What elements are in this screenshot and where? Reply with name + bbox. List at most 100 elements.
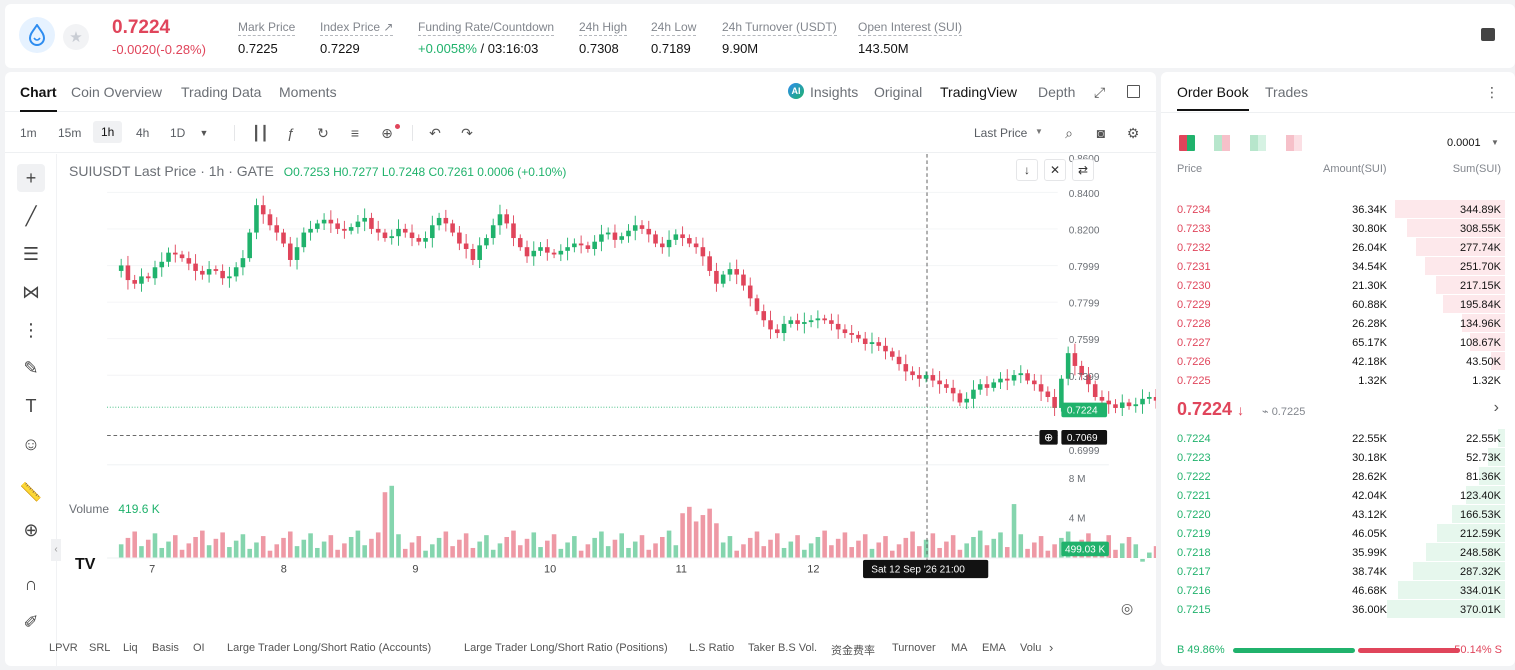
ask-row[interactable]: 0.7226 42.18K 43.50K [1161, 352, 1515, 371]
tab-original[interactable]: Original [874, 84, 923, 100]
view-both-icon[interactable] [1179, 135, 1195, 151]
indicator-item[interactable]: Turnover [892, 642, 936, 654]
favorite-star-icon[interactable]: ★ [63, 24, 89, 50]
emoji-tool-icon[interactable]: ☺ [21, 434, 41, 454]
bid-row[interactable]: 0.7220 43.12K 166.53K [1161, 505, 1515, 524]
tab-order-book[interactable]: Order Book [1177, 84, 1249, 111]
candle-body [375, 228, 381, 233]
bid-row[interactable]: 0.7217 38.74K 287.32K [1161, 562, 1515, 581]
timeframe-1m[interactable]: 1m [20, 126, 37, 140]
precision-select[interactable]: 0.0001 [1447, 137, 1481, 149]
ask-row[interactable]: 0.7233 30.80K 308.55K [1161, 219, 1515, 238]
indicator-item[interactable]: SRL [89, 642, 111, 654]
brush-tool-icon[interactable]: ✎ [23, 358, 39, 378]
indicator-item[interactable]: EMA [982, 642, 1006, 654]
ask-row[interactable]: 0.7225 1.32K 1.32K [1161, 371, 1515, 390]
tab-trading-data[interactable]: Trading Data [181, 84, 262, 100]
price-type-chevron-icon[interactable]: ▼ [1035, 127, 1043, 136]
view-asks-icon[interactable] [1250, 135, 1266, 151]
bid-row[interactable]: 0.7223 30.18K 52.73K [1161, 448, 1515, 467]
tab-tradingview[interactable]: TradingView [940, 84, 1018, 100]
drawing-lock-tool-icon[interactable]: ✐ [23, 612, 39, 632]
indicator-item[interactable]: Basis [152, 642, 179, 654]
chevron-right-icon[interactable]: › [1493, 399, 1499, 416]
template-icon[interactable]: ≡ [350, 125, 360, 141]
ask-row[interactable]: 0.7227 65.17K 108.67K [1161, 333, 1515, 352]
precision-chevron-icon[interactable]: ▼ [1491, 138, 1499, 147]
indicator-item[interactable]: Taker B.S Vol. [748, 642, 818, 654]
stat-index-price[interactable]: Index Price ↗ 0.7229 [320, 18, 394, 56]
zoom-tool-icon[interactable]: ⊕ [23, 520, 39, 540]
tab-coin-overview[interactable]: Coin Overview [71, 84, 163, 100]
scroll-down-icon[interactable]: ↓ [1016, 159, 1038, 181]
bid-row[interactable]: 0.7219 46.05K 212.59K [1161, 524, 1515, 543]
expand-icon[interactable]: ⤢ [1094, 84, 1106, 100]
refresh-icon[interactable]: ↻ [317, 125, 329, 141]
price-chart[interactable]: 0.86000.84000.82000.79990.77990.75990.73… [60, 154, 1156, 622]
tab-moments[interactable]: Moments [279, 84, 337, 100]
fib-tool-icon[interactable]: ⋮ [22, 320, 40, 340]
ask-row[interactable]: 0.7232 26.04K 277.74K [1161, 238, 1515, 257]
notification-dot [395, 124, 400, 129]
bid-row[interactable]: 0.7224 22.55K 22.55K [1161, 429, 1515, 448]
indicator-item[interactable]: Large Trader Long/Short Ratio (Positions… [464, 642, 668, 654]
fullscreen-icon[interactable] [1127, 85, 1140, 98]
crosshair-tool-icon[interactable]: + [17, 164, 45, 192]
price-axis-label: 0.7399 [1069, 372, 1100, 383]
bid-row[interactable]: 0.7221 42.04K 123.40K [1161, 486, 1515, 505]
magnet-tool-icon[interactable]: ∩ [24, 574, 38, 594]
indicator-item[interactable]: Liq [123, 642, 138, 654]
ask-row[interactable]: 0.7231 34.54K 251.70K [1161, 257, 1515, 276]
candles-icon[interactable]: ┃┃ [252, 125, 269, 141]
bid-row[interactable]: 0.7222 28.62K 81.36K [1161, 467, 1515, 486]
timeframe-1d[interactable]: 1D [170, 126, 186, 140]
collapse-icon[interactable]: ✕ [1044, 159, 1066, 181]
search-icon[interactable]: ⌕ [1065, 125, 1073, 141]
indicator-item[interactable]: LPVR [49, 642, 78, 654]
tab-trades[interactable]: Trades [1265, 84, 1309, 100]
bid-row[interactable]: 0.7215 36.00K 370.01K [1161, 600, 1515, 619]
price-type-select[interactable]: Last Price [974, 126, 1028, 140]
volume-bar [517, 545, 523, 559]
tab-depth[interactable]: Depth [1038, 84, 1076, 100]
candle-body [274, 225, 280, 233]
bid-row[interactable]: 0.7216 46.68K 334.01K [1161, 581, 1515, 600]
indicator-item[interactable]: Large Trader Long/Short Ratio (Accounts) [227, 642, 432, 654]
ask-row[interactable]: 0.7234 36.34K 344.89K [1161, 200, 1515, 219]
indicator-item[interactable]: OI [193, 642, 205, 654]
view-bids-icon[interactable] [1214, 135, 1230, 151]
ask-row[interactable]: 0.7228 26.28K 134.96K [1161, 314, 1515, 333]
bid-row[interactable]: 0.7218 35.99K 248.58K [1161, 543, 1515, 562]
indicator-item[interactable]: L.S Ratio [689, 642, 735, 654]
more-options-icon[interactable]: ⋮ [1485, 84, 1499, 100]
settings-gear-icon[interactable]: ◎ [1121, 600, 1134, 616]
trendline-tool-icon[interactable]: ╱ [25, 206, 37, 226]
timeframe-15m[interactable]: 15m [58, 126, 82, 140]
undo-icon[interactable]: ↶ [429, 125, 441, 141]
collapse-toolbar-icon[interactable]: ‹ [51, 539, 61, 561]
indicator-item[interactable]: Volu [1020, 642, 1042, 654]
volume-bar [193, 536, 198, 559]
indicator-item[interactable]: 资金费率 [831, 645, 875, 657]
indicator-item[interactable]: MA [951, 642, 968, 654]
indicators-icon[interactable]: ƒ [287, 125, 295, 141]
camera-icon[interactable]: ◙ [1096, 125, 1106, 141]
settings-icon[interactable]: ⚙ [1126, 125, 1140, 141]
add-indicator-icon[interactable]: ⊕ [381, 125, 393, 141]
timeframe-4h[interactable]: 4h [136, 126, 150, 140]
timeframe-dropdown-icon[interactable]: ▼ [199, 128, 209, 138]
ruler-tool-icon[interactable]: 📏 [19, 482, 43, 502]
tab-insights[interactable]: Insights [810, 84, 859, 100]
pattern-tool-icon[interactable]: ⋈ [22, 282, 40, 302]
redo-icon[interactable]: ↷ [461, 125, 473, 141]
notes-icon[interactable] [1481, 28, 1495, 41]
horizontal-lines-tool-icon[interactable]: ☰ [22, 244, 40, 264]
ask-row[interactable]: 0.7229 60.88K 195.84K [1161, 295, 1515, 314]
swap-icon[interactable]: ⇄ [1072, 159, 1094, 181]
timeframe-1h[interactable]: 1h [93, 121, 123, 143]
ask-row[interactable]: 0.7230 21.30K 217.15K [1161, 276, 1515, 295]
text-tool-icon[interactable]: T [25, 396, 37, 416]
tab-chart[interactable]: Chart [20, 84, 57, 112]
view-compact-icon[interactable] [1286, 135, 1302, 151]
indicator-scroll-right-icon[interactable]: › [1049, 640, 1054, 655]
